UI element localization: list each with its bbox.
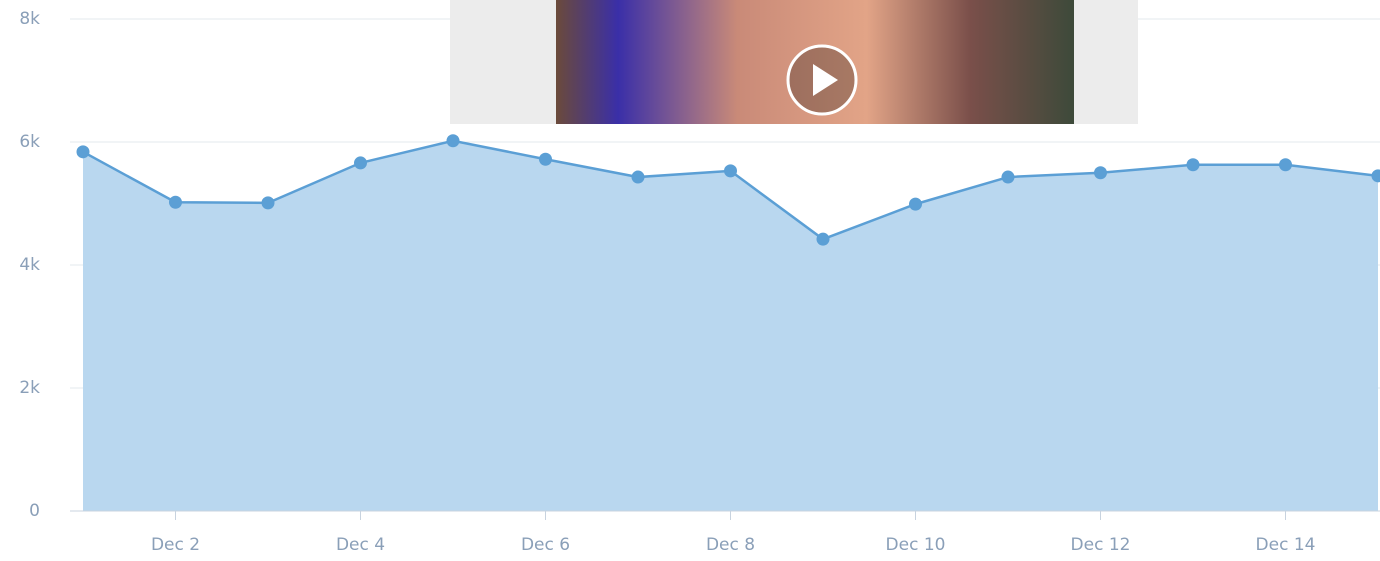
point — [169, 196, 182, 209]
y-tick-label: 6k — [19, 132, 40, 152]
y-tick-label: 8k — [19, 9, 40, 29]
point — [909, 198, 922, 211]
point — [724, 164, 737, 177]
x-tick-label: Dec 2 — [151, 535, 200, 555]
x-tick-label: Dec 10 — [886, 535, 946, 555]
point — [539, 153, 552, 166]
x-tick-label: Dec 4 — [336, 535, 385, 555]
x-tick-label: Dec 6 — [521, 535, 570, 555]
point — [262, 196, 275, 209]
x-tick-label: Dec 8 — [706, 535, 755, 555]
y-tick-label: 2k — [19, 378, 40, 398]
point — [1279, 158, 1292, 171]
x-tick-label: Dec 14 — [1256, 535, 1316, 555]
point — [817, 233, 830, 246]
y-tick-label: 0 — [29, 501, 40, 521]
point — [77, 145, 90, 158]
point — [447, 134, 460, 147]
x-tick-label: Dec 12 — [1071, 535, 1131, 555]
y-tick-label: 4k — [19, 255, 40, 275]
point — [1094, 166, 1107, 179]
point — [632, 171, 645, 184]
video-overlay — [450, 0, 1138, 124]
point — [1002, 171, 1015, 184]
area — [83, 141, 1378, 511]
point — [1187, 158, 1200, 171]
point — [354, 156, 367, 169]
